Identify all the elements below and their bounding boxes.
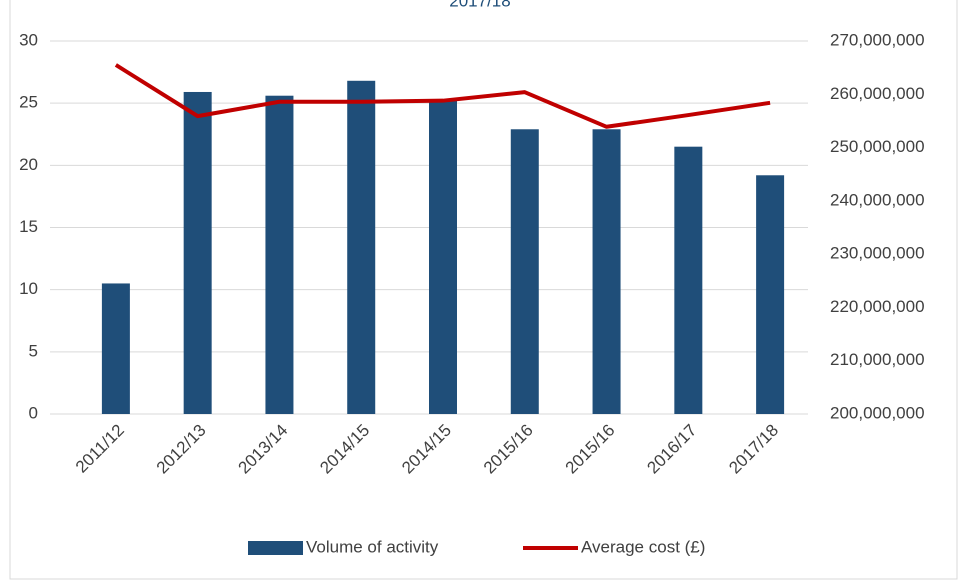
bar	[429, 100, 457, 415]
y-tick-label: 15	[19, 217, 38, 236]
y2-tick-label: 240,000,000	[830, 190, 925, 209]
bar	[592, 129, 621, 414]
y2-tick-label: 210,000,000	[830, 350, 925, 369]
y2-tick-label: 200,000,000	[830, 403, 925, 422]
bar	[265, 95, 294, 414]
bar	[674, 146, 703, 414]
y-tick-label: 20	[19, 155, 38, 174]
bar	[183, 91, 212, 414]
bar	[756, 175, 785, 414]
legend-label: Average cost (£)	[581, 537, 705, 556]
bar	[101, 283, 130, 414]
y2-tick-label: 260,000,000	[830, 84, 925, 103]
y-tick-label: 0	[29, 403, 38, 422]
y-tick-label: 10	[19, 279, 38, 298]
line	[114, 63, 771, 129]
y2-tick-label: 270,000,000	[830, 30, 925, 49]
legend-swatch	[248, 541, 303, 555]
bar	[510, 129, 539, 414]
y-tick-label: 25	[19, 93, 38, 112]
legend-label: Volume of activity	[306, 537, 439, 556]
y2-tick-label: 250,000,000	[830, 137, 925, 156]
chart-title: 2017/18	[449, 0, 510, 10]
bar	[347, 80, 376, 414]
y-tick-label: 5	[29, 341, 38, 360]
y2-tick-label: 230,000,000	[830, 244, 925, 263]
y-tick-label: 30	[19, 30, 38, 49]
y2-tick-label: 220,000,000	[830, 297, 925, 316]
